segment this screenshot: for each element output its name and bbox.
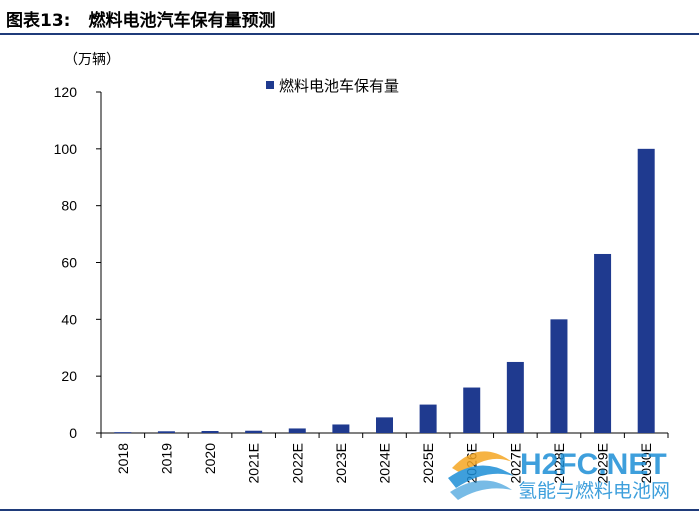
y-tick-label: 80: [61, 198, 77, 214]
x-tick-label: 2028E: [551, 443, 567, 483]
bar-2023E: [332, 424, 350, 433]
bar-2027E: [506, 361, 524, 433]
x-tick-label: 2018: [115, 443, 131, 474]
y-tick-labels: 0 20 40 60 80 100 120: [54, 84, 78, 441]
figure-title: 图表13: 燃料电池汽车保有量预测: [6, 6, 275, 31]
bar-2030E: [637, 148, 655, 434]
y-tick-label: 120: [54, 84, 78, 100]
bar-2029E: [594, 253, 612, 433]
bar-2019: [157, 431, 175, 433]
legend-label: 燃料电池车保有量: [279, 77, 399, 95]
y-tick-label: 0: [69, 425, 77, 441]
bar-2021E: [245, 430, 263, 433]
bottom-rule: [0, 509, 699, 511]
y-tick-label: 100: [54, 141, 78, 157]
chart-axes: [96, 91, 669, 438]
watermark-brand: H2FC.NET: [520, 448, 667, 481]
x-tick-label: 2020: [202, 443, 218, 474]
x-tick-label: 2022E: [289, 443, 305, 483]
x-tick-label: 2030E: [638, 443, 654, 483]
x-tick-label: 2024E: [377, 443, 393, 483]
bar-2025E: [419, 404, 437, 433]
watermark: H2FC.NET 氢能与燃料电池网: [448, 448, 670, 502]
bar-2018: [114, 432, 132, 434]
bar-2022E: [288, 428, 306, 433]
x-tick-label: 2029E: [595, 443, 611, 483]
watermark-name: 氢能与燃料电池网: [518, 480, 670, 502]
chart-bars: [114, 148, 655, 434]
bar-2020: [201, 431, 219, 433]
bar-2026E: [463, 387, 481, 433]
chart-legend: 燃料电池车保有量: [266, 77, 399, 95]
x-tick-label: 2027E: [507, 443, 523, 483]
y-tick-label: 40: [61, 311, 77, 327]
x-tick-label: 2021E: [246, 443, 262, 483]
y-tick-label: 60: [61, 255, 77, 271]
bar-2024E: [376, 417, 393, 433]
y-unit-label: （万辆）: [64, 52, 120, 68]
x-tick-label: 2019: [158, 443, 174, 474]
x-tick-label: 2025E: [420, 443, 436, 483]
bar-2028E: [550, 319, 568, 433]
figure-title-text: 燃料电池汽车保有量预测: [88, 11, 276, 31]
x-tick-labels: 2018 2019 2020 2021E 2022E 2023E 2024E 2025E 202…: [115, 443, 654, 484]
y-tick-label: 20: [61, 368, 77, 384]
legend-swatch: [266, 81, 274, 89]
watermark-logo: [448, 451, 514, 500]
title-rule: [0, 33, 699, 35]
figure-label: 图表13:: [6, 11, 71, 31]
x-tick-label: 2023E: [333, 443, 349, 483]
